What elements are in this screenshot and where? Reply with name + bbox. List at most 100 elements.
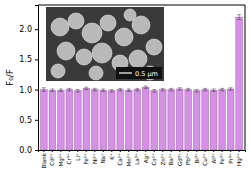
x-tick bbox=[111, 150, 112, 152]
x-tick-label: Na⁺ bbox=[100, 153, 106, 164]
bar bbox=[66, 90, 73, 150]
x-tick-label: Blank bbox=[41, 152, 47, 168]
x-tick-label: Fe²⁺ bbox=[83, 153, 89, 165]
x-tick-label: Al³⁺ bbox=[211, 153, 217, 164]
x-tick-label: Cr³⁺ bbox=[66, 153, 72, 164]
x-tick bbox=[179, 150, 180, 152]
particle bbox=[129, 50, 147, 68]
x-tick bbox=[120, 150, 121, 152]
y-tick-label: 1.0 bbox=[19, 86, 32, 95]
bar bbox=[236, 17, 243, 150]
scale-box bbox=[116, 67, 162, 79]
plot: 0.5 μm0.00.51.01.52.0BlankCd²⁺Mg²⁺Cr³⁺Li… bbox=[19, 5, 245, 169]
y-tick-label: 2.0 bbox=[19, 25, 32, 34]
x-tick-label: La³⁺ bbox=[134, 153, 140, 165]
particle bbox=[51, 18, 69, 36]
bar bbox=[193, 91, 200, 150]
bar bbox=[142, 87, 149, 150]
x-tick bbox=[69, 150, 70, 152]
particle bbox=[100, 15, 116, 31]
x-tick-label: Mg²⁺ bbox=[58, 153, 65, 167]
bar bbox=[125, 90, 132, 150]
y-tick-group: 1.5 bbox=[19, 55, 38, 64]
y-tick-label: 0.0 bbox=[19, 146, 32, 155]
particle bbox=[146, 39, 162, 55]
particle bbox=[57, 42, 75, 60]
error-bar bbox=[67, 88, 71, 90]
x-tick-group: Hg²⁺ bbox=[236, 150, 243, 166]
error-bar bbox=[50, 89, 54, 91]
x-tick-group: Ca²⁺ bbox=[117, 150, 123, 166]
x-tick bbox=[145, 150, 146, 152]
x-tick-label: Ag⁺ bbox=[143, 153, 150, 163]
y-axis-title: F₀/F bbox=[5, 69, 15, 86]
y-tick-group: 0.0 bbox=[19, 146, 38, 155]
x-tick bbox=[60, 150, 61, 152]
error-bar bbox=[229, 88, 233, 90]
y-tick-group: 0.5 bbox=[19, 116, 38, 125]
x-tick-label: Bi³⁺ bbox=[194, 153, 200, 164]
x-tick-label: Cu²⁺ bbox=[202, 153, 208, 166]
x-tick-group: Li⁺ bbox=[75, 150, 81, 161]
y-axis: 0.0 0.5 1.0 1.5 2.0 bbox=[19, 6, 38, 156]
x-tick-group: Fe³⁺ bbox=[219, 150, 225, 165]
bar bbox=[210, 90, 217, 150]
x-tick bbox=[205, 150, 206, 152]
bar bbox=[58, 90, 65, 150]
x-tick-label: Pr³⁺ bbox=[228, 153, 234, 164]
y-tick-group: 2.0 bbox=[19, 25, 38, 34]
x-tick bbox=[188, 150, 189, 152]
x-axis-line bbox=[39, 151, 246, 153]
y-tick-group: 1.0 bbox=[19, 86, 38, 95]
scale-bar bbox=[119, 72, 132, 73]
error-bar bbox=[42, 88, 46, 92]
x-tick-group: Cd²⁺ bbox=[49, 150, 55, 166]
chart: 0.5 μm0.00.51.01.52.0BlankCd²⁺Mg²⁺Cr³⁺Li… bbox=[0, 0, 250, 189]
error-bar bbox=[127, 89, 131, 91]
x-tick-group: Pr³⁺ bbox=[228, 150, 234, 164]
y-axis-line bbox=[35, 6, 39, 151]
x-tick-group: Blank bbox=[41, 150, 47, 169]
error-bar bbox=[203, 88, 207, 90]
x-tick bbox=[103, 150, 104, 152]
x-tick-label: Cd²⁺ bbox=[49, 153, 55, 166]
particle bbox=[115, 28, 133, 46]
x-tick-group: Gd³⁺ bbox=[177, 150, 183, 166]
inset-background bbox=[46, 7, 164, 81]
particle bbox=[92, 43, 112, 63]
y-tick bbox=[35, 120, 38, 121]
y-tick-label: 1.5 bbox=[19, 55, 32, 64]
bar bbox=[49, 90, 56, 150]
x-tick-group: Bi³⁺ bbox=[194, 150, 200, 164]
x-tick bbox=[154, 150, 155, 152]
x-tick-group: Mn²⁺ bbox=[126, 150, 132, 167]
bar bbox=[159, 90, 166, 150]
x-tick-group: Ag⁺ bbox=[143, 150, 150, 163]
error-bar bbox=[212, 89, 216, 91]
x-tick bbox=[128, 150, 129, 152]
bar bbox=[100, 90, 107, 150]
x-tick-group: Na⁺ bbox=[100, 150, 106, 164]
x-tick-label: Ba²⁺ bbox=[168, 153, 174, 166]
x-tick-group: Fe²⁺ bbox=[83, 150, 89, 165]
error-bar bbox=[237, 15, 241, 20]
x-tick bbox=[162, 150, 163, 152]
x-tick bbox=[94, 150, 95, 152]
particle bbox=[51, 64, 65, 78]
particle bbox=[76, 49, 92, 65]
x-tick-label: Fe³⁺ bbox=[219, 153, 225, 165]
error-bar bbox=[110, 90, 114, 92]
x-tick bbox=[86, 150, 87, 152]
error-bar bbox=[169, 88, 173, 90]
x-tick-label: Pb²⁺ bbox=[185, 153, 191, 165]
x-tick-group: Co²⁺ bbox=[151, 150, 157, 166]
y-tick bbox=[35, 150, 38, 151]
x-tick-group: La³⁺ bbox=[134, 150, 140, 165]
bar bbox=[151, 91, 158, 150]
x-tick-label: K⁺ bbox=[109, 153, 115, 160]
x-tick-label: Li⁺ bbox=[75, 153, 81, 161]
x-tick bbox=[213, 150, 214, 152]
x-tick bbox=[196, 150, 197, 152]
x-tick bbox=[52, 150, 53, 152]
bar bbox=[41, 90, 48, 150]
